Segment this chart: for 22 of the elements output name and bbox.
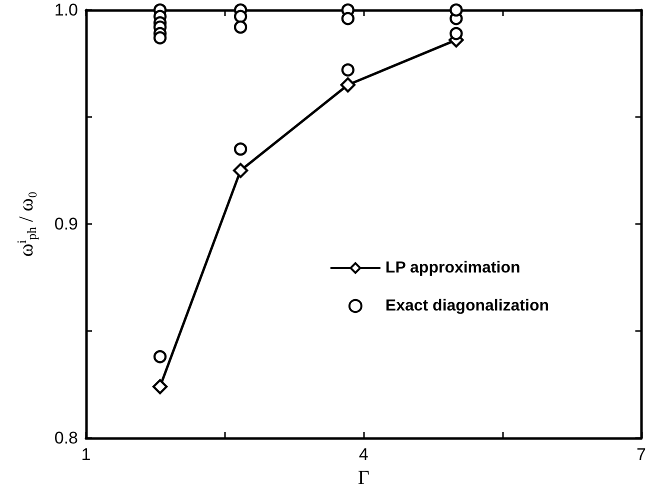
- point: [450, 3, 463, 17]
- y-tick-label: 1.0: [54, 0, 78, 20]
- x-tick-label: 1: [81, 445, 91, 464]
- legend-label: LP approximation: [385, 260, 520, 276]
- x-axis-title: Γ: [358, 466, 370, 489]
- point: [232, 162, 248, 178]
- point: [152, 379, 168, 394]
- point: [234, 142, 248, 156]
- point: [340, 77, 356, 92]
- point: [450, 26, 463, 40]
- point: [153, 31, 167, 44]
- legend-label: Exact diagonalization: [385, 298, 550, 314]
- x-tick-label: 4: [358, 445, 368, 464]
- point: [341, 12, 355, 26]
- point: [234, 10, 248, 24]
- y-axis-title: ωiph / ω₀: [14, 191, 39, 257]
- y-tick-label: 0.8: [54, 428, 78, 448]
- point: [153, 350, 167, 364]
- x-tick-label: 7: [636, 445, 646, 464]
- y-tick-label: 0.9: [54, 214, 78, 234]
- point: [341, 63, 355, 77]
- point: [234, 20, 248, 34]
